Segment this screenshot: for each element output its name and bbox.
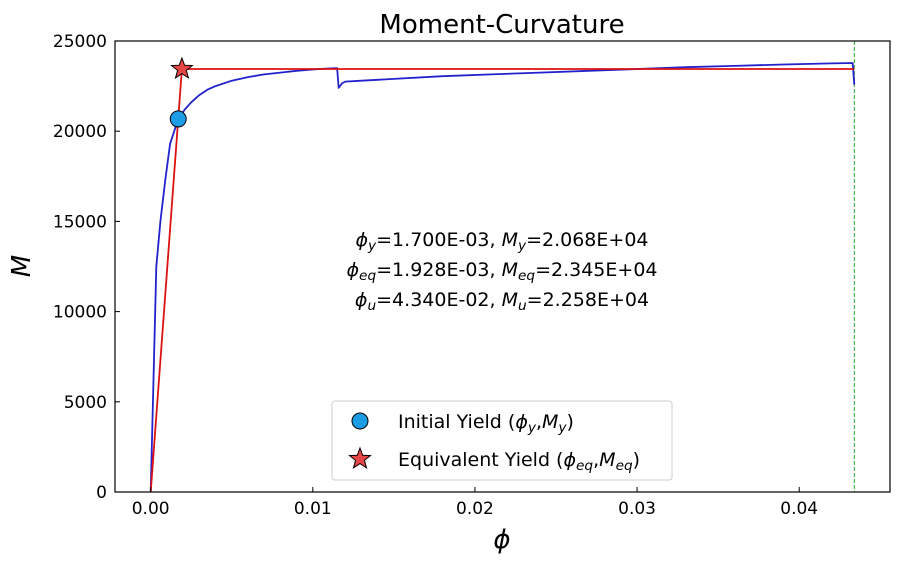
legend-box bbox=[331, 400, 673, 481]
x-tick-label: 0.00 bbox=[132, 499, 170, 519]
plot-markers bbox=[169, 56, 194, 128]
y-tick-label: 25000 bbox=[53, 32, 107, 52]
annotation-line: ϕy=1.700E-03, My=2.068E+04 bbox=[356, 229, 649, 254]
annotation-line: ϕu=4.340E-02, Mu=2.258E+04 bbox=[355, 289, 649, 314]
legend-entry-label: Equivalent Yield (ϕeq,Meq) bbox=[398, 449, 640, 474]
y-tick-label: 10000 bbox=[53, 303, 107, 323]
y-tick-label: 5000 bbox=[64, 393, 107, 413]
x-axis-label: ϕ bbox=[493, 525, 510, 555]
yield-annotation: ϕy=1.700E-03, My=2.068E+04 ϕeq=1.928E-03,… bbox=[347, 229, 658, 314]
chart-title: Moment-Curvature bbox=[379, 10, 624, 40]
x-tick-label: 0.01 bbox=[294, 499, 332, 519]
annotation-line: ϕeq=1.928E-03, Meq=2.345E+04 bbox=[347, 259, 658, 284]
y-tick-label: 0 bbox=[96, 483, 107, 503]
x-tick-label: 0.03 bbox=[618, 499, 656, 519]
x-tick-label: 0.04 bbox=[780, 499, 818, 519]
equivalent-yield-marker bbox=[170, 56, 194, 80]
legend-star-icon bbox=[348, 446, 372, 470]
legend-entry-label: Initial Yield (ϕy,My) bbox=[398, 411, 574, 436]
legend: Initial Yield (ϕy,My) Equivalent Yield (ϕ… bbox=[331, 400, 673, 481]
y-axis-label: M bbox=[7, 255, 37, 277]
y-tick-label: 20000 bbox=[53, 122, 107, 142]
legend-circle-icon bbox=[351, 412, 369, 430]
initial-yield-marker bbox=[169, 110, 187, 128]
y-tick-label: 15000 bbox=[53, 212, 107, 232]
plot-frame bbox=[114, 40, 891, 493]
x-tick-label: 0.02 bbox=[456, 499, 494, 519]
axis-ticks: 0.00 0.01 0.02 0.03 0.04 0 5000 10000 15000 20000… bbox=[53, 32, 818, 519]
